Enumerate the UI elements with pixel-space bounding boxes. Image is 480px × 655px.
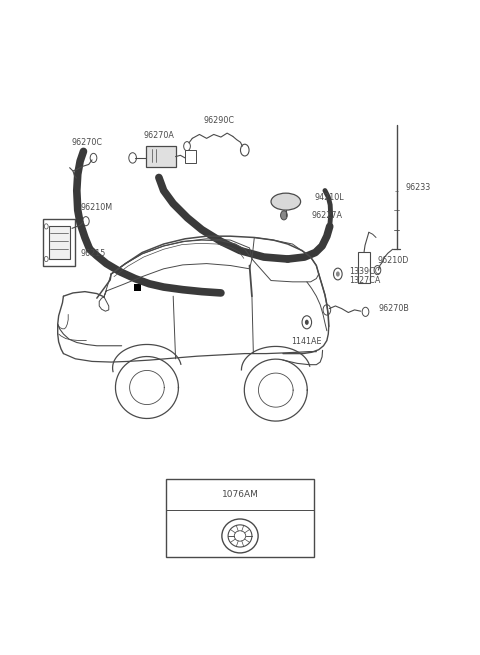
Ellipse shape bbox=[271, 193, 300, 210]
Text: 96210D: 96210D bbox=[377, 257, 409, 265]
Text: 96270A: 96270A bbox=[144, 131, 174, 140]
Circle shape bbox=[336, 271, 340, 276]
Text: 1327CA: 1327CA bbox=[349, 276, 380, 285]
Text: 96290C: 96290C bbox=[203, 117, 234, 125]
Text: 96270B: 96270B bbox=[378, 304, 409, 313]
FancyBboxPatch shape bbox=[359, 252, 370, 283]
FancyBboxPatch shape bbox=[146, 146, 176, 167]
Text: 96210M: 96210M bbox=[80, 203, 112, 212]
Text: 1076AM: 1076AM bbox=[222, 490, 258, 499]
Text: 1339CC: 1339CC bbox=[349, 267, 380, 276]
Text: 96270C: 96270C bbox=[72, 138, 103, 147]
Text: 96215: 96215 bbox=[80, 249, 106, 257]
Circle shape bbox=[281, 211, 287, 220]
Text: 96233: 96233 bbox=[405, 183, 431, 192]
FancyBboxPatch shape bbox=[134, 284, 141, 291]
Circle shape bbox=[305, 320, 309, 325]
Text: 96227A: 96227A bbox=[312, 211, 343, 220]
FancyBboxPatch shape bbox=[166, 479, 314, 557]
Text: 1141AE: 1141AE bbox=[291, 337, 322, 346]
FancyBboxPatch shape bbox=[185, 150, 196, 163]
Text: 94210L: 94210L bbox=[314, 193, 344, 202]
FancyBboxPatch shape bbox=[49, 227, 70, 259]
FancyBboxPatch shape bbox=[43, 219, 75, 265]
